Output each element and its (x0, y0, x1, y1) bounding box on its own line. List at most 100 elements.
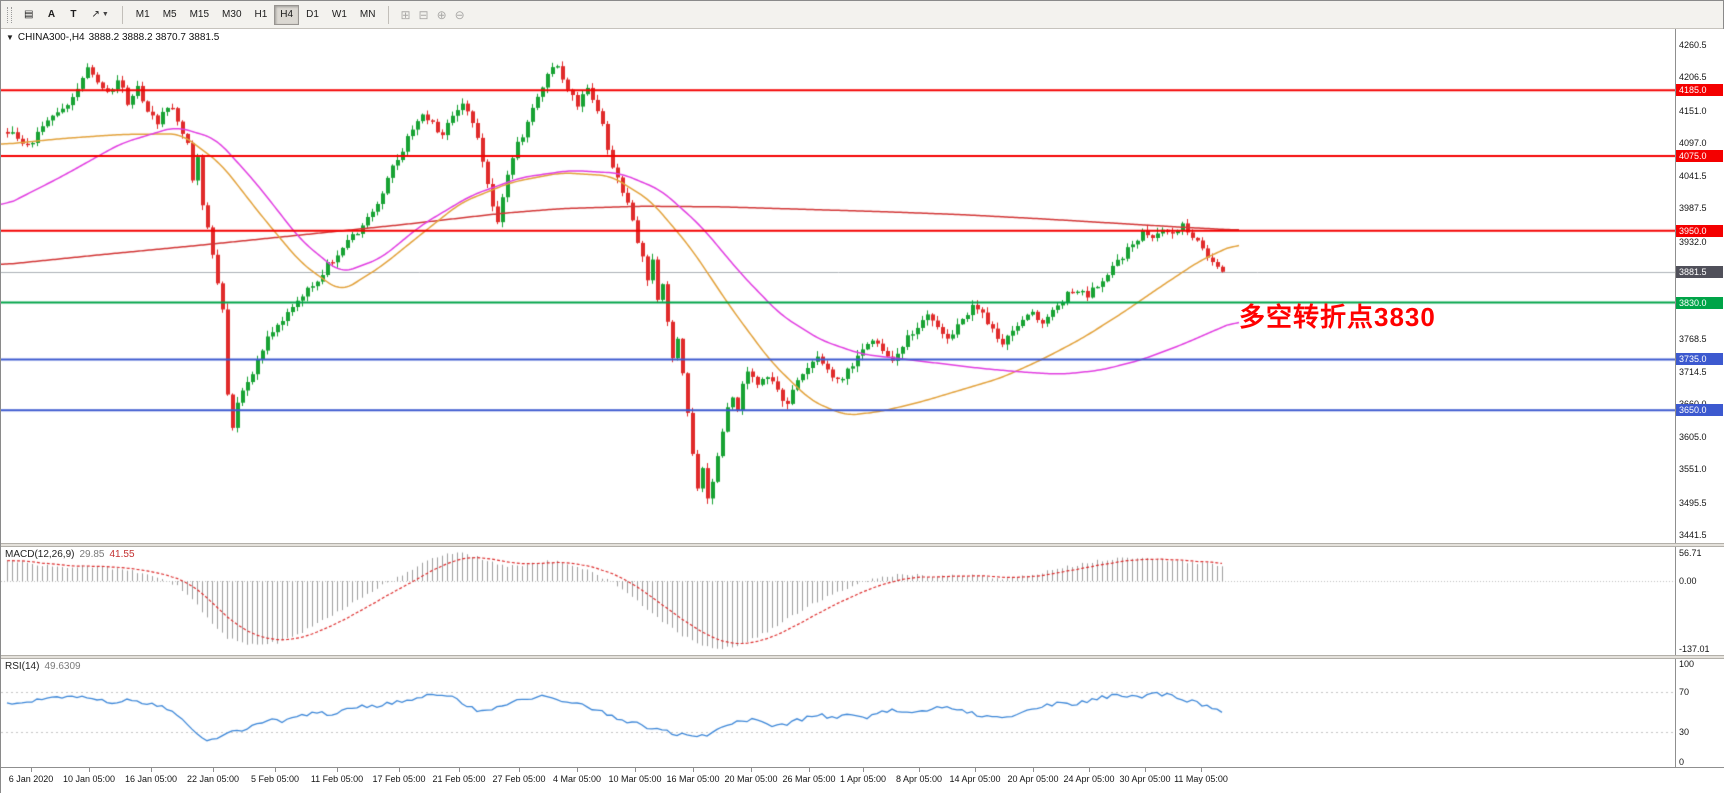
price-axis: 4260.5 4206.5 4151.0 4097.0 4041.5 3987.5 3932… (1676, 29, 1724, 543)
macd-axis-label: 56.71 (1679, 548, 1702, 558)
timeframe-button-M15[interactable]: M15 (184, 5, 215, 25)
tile-windows-icon[interactable]: ⊞ (400, 7, 411, 22)
macd-panel-row: MACD(12,26,9) 29.85 41.55 56.71 0.00 -137.01 (1, 547, 1724, 655)
time-axis-label: 10 Mar 05:00 (608, 774, 662, 784)
macd-main-value: 29.85 (79, 549, 105, 560)
cascade-windows-icon[interactable]: ⊟ (418, 7, 429, 22)
time-axis-label: 4 Mar 05:00 (552, 774, 602, 784)
price-tick-label: 3551.0 (1679, 464, 1707, 475)
time-axis-tick (693, 768, 694, 772)
main-chart-plot: ▼ CHINA300-,H4 3888.2 3888.2 3870.7 3881… (1, 29, 1676, 543)
timeframe-button-H4[interactable]: H4 (274, 4, 300, 25)
timeframe-button-W1[interactable]: W1 (326, 5, 353, 25)
time-axis-tick (89, 768, 90, 772)
price-level-label: 3950.0 (1676, 224, 1723, 237)
ohlc-values: 3888.2 3888.2 3870.7 3881.5 (88, 32, 220, 43)
toolbar-grip[interactable] (7, 6, 12, 23)
panel-resize-handle[interactable] (1, 655, 1724, 659)
chevron-down-icon: ▼ (101, 11, 109, 18)
main-chart-canvas[interactable] (1, 29, 1675, 543)
time-axis-label: 10 Jan 05:00 (62, 774, 116, 784)
macd-label: MACD(12,26,9) 29.85 41.55 (5, 549, 135, 560)
time-axis-label: 11 Feb 05:00 (310, 774, 364, 784)
rsi-axis-label: 70 (1679, 686, 1690, 697)
time-axis-label: 20 Apr 05:00 (1007, 774, 1059, 784)
time-axis-tick (809, 768, 810, 772)
text-tool-button[interactable]: T (63, 5, 83, 25)
rsi-name: RSI(14) (5, 661, 40, 672)
time-axis-tick (577, 768, 578, 772)
timeframe-group: M1 M5 M15 M30 H1 H4 D1 W1 MN (130, 4, 382, 25)
chart-title: ▼ CHINA300-,H4 3888.2 3888.2 3870.7 3881… (6, 32, 219, 43)
panel-resize-handle[interactable] (1, 543, 1724, 547)
price-level-label: 4075.0 (1676, 149, 1723, 162)
timeframe-button-H1[interactable]: H1 (249, 5, 274, 25)
rsi-axis-label: 0 (1679, 757, 1685, 767)
time-axis-tick (1033, 768, 1034, 772)
time-axis-label: 16 Mar 05:00 (666, 774, 720, 784)
annotation-text: 多空转折点3830 (1239, 302, 1436, 332)
time-axis-label: 21 Feb 05:00 (432, 774, 486, 784)
time-axis-tick (863, 768, 864, 772)
price-tick-label: 3932.0 (1679, 236, 1707, 247)
macd-plot: MACD(12,26,9) 29.85 41.55 (1, 547, 1676, 655)
time-axis-label: 30 Apr 05:00 (1119, 774, 1171, 784)
time-axis-tick (459, 768, 460, 772)
time-axis-tick (337, 768, 338, 772)
time-axis-label: 14 Apr 05:00 (949, 774, 1001, 784)
time-axis-tick (275, 768, 276, 772)
toolbar: ▤ A T ↗ ▼ M1 M5 M15 M30 H1 H4 D1 W1 MN ⊞ ⊟ ⊕ ⊖ (1, 1, 1723, 29)
macd-canvas[interactable] (1, 547, 1675, 655)
time-axis: 6 Jan 2020 10 Jan 05:00 16 Jan 05:00 22 Jan… (1, 767, 1724, 793)
time-axis-tick (919, 768, 920, 772)
macd-axis-label: -137.01 (1679, 644, 1710, 654)
rsi-panel-row: RSI(14) 49.6309 100 70 30 0 (1, 659, 1724, 767)
timeframe-button-D1[interactable]: D1 (300, 5, 325, 25)
price-level-label: 3735.0 (1676, 353, 1723, 366)
price-tick-label: 4097.0 (1679, 137, 1707, 148)
rsi-axis-label: 30 (1679, 727, 1690, 738)
time-axis-tick (1145, 768, 1146, 772)
time-axis-tick (1089, 768, 1090, 772)
time-axis-tick (635, 768, 636, 772)
timeframe-button-M1[interactable]: M1 (130, 5, 156, 25)
price-tick-label: 3714.5 (1679, 366, 1707, 377)
toolbar-separator (388, 5, 390, 24)
timeframe-button-M30[interactable]: M30 (216, 5, 247, 25)
cursor-tool-button[interactable]: A (41, 5, 61, 25)
time-axis-tick (399, 768, 400, 772)
rsi-plot: RSI(14) 49.6309 (1, 659, 1676, 767)
rsi-axis: 100 70 30 0 (1676, 659, 1724, 767)
timeframe-button-M5[interactable]: M5 (157, 5, 183, 25)
time-axis-label: 6 Jan 2020 (8, 774, 54, 784)
macd-axis-label: 0.00 (1679, 576, 1697, 587)
macd-name: MACD(12,26,9) (5, 549, 75, 560)
price-level-label: 3650.0 (1676, 404, 1723, 417)
time-axis-label: 20 Mar 05:00 (724, 774, 778, 784)
time-axis-label: 27 Feb 05:00 (492, 774, 546, 784)
toolbar-extra-icons: ⊞ ⊟ ⊕ ⊖ (400, 8, 464, 22)
timeframe-button-MN[interactable]: MN (354, 5, 382, 25)
time-axis-label: 24 Apr 05:00 (1063, 774, 1115, 784)
time-axis-tick (751, 768, 752, 772)
price-level-label: 4185.0 (1676, 84, 1723, 97)
rsi-label: RSI(14) 49.6309 (5, 661, 81, 672)
symbol-label: CHINA300-,H4 (17, 32, 85, 43)
macd-axis: 56.71 0.00 -137.01 (1676, 547, 1724, 655)
time-axis-tick (519, 768, 520, 772)
time-axis-tick (975, 768, 976, 772)
main-chart-row: ▼ CHINA300-,H4 3888.2 3888.2 3870.7 3881… (1, 29, 1724, 543)
zoom-in-icon[interactable]: ⊕ (436, 7, 447, 22)
chart-window-icon[interactable]: ▤ (18, 5, 39, 25)
trendline-tools-button[interactable]: ↗ ▼ (85, 5, 114, 25)
time-axis-label: 22 Jan 05:00 (186, 774, 240, 784)
symbol-dropdown-icon[interactable]: ▼ (6, 33, 14, 42)
trendline-icon: ↗ (91, 9, 100, 20)
time-axis-tick (31, 768, 32, 772)
current-price-label: 3881.5 (1676, 265, 1723, 278)
rsi-value: 49.6309 (44, 661, 81, 672)
time-axis-tick (151, 768, 152, 772)
rsi-canvas[interactable] (1, 659, 1675, 767)
price-tick-label: 3605.0 (1679, 432, 1707, 443)
zoom-out-icon[interactable]: ⊖ (454, 7, 465, 22)
